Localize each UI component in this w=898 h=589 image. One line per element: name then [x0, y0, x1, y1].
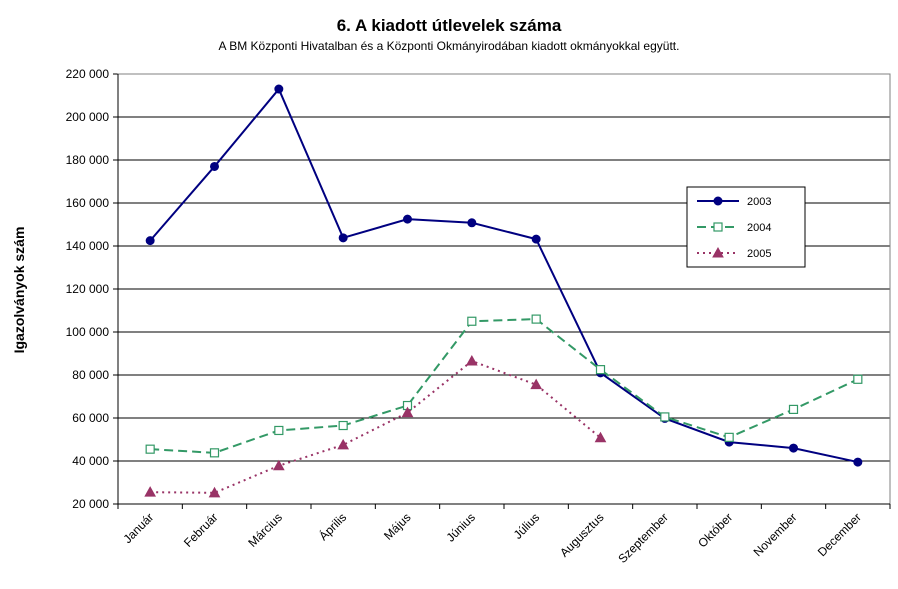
legend-label-2003: 2003 — [747, 196, 771, 208]
data-point-2003 — [274, 84, 284, 94]
x-tick-label: Július — [511, 510, 543, 542]
series-line-2004 — [150, 318, 859, 454]
y-tick-label: 140 000 — [66, 239, 110, 253]
data-point-2005 — [401, 406, 414, 418]
data-point-2003 — [210, 161, 219, 171]
data-point-2005 — [465, 354, 478, 366]
y-tick-label: 20 000 — [72, 497, 109, 511]
chart-title: 6. A kiadott útlevelek száma — [336, 16, 562, 35]
y-axis-label: Igazolványok szám — [11, 227, 27, 354]
data-point-2004 — [724, 432, 734, 442]
series-2004 — [145, 314, 863, 458]
data-point-2004 — [209, 448, 220, 458]
data-point-2005 — [272, 459, 285, 471]
legend-marker-2005 — [712, 246, 724, 258]
x-tick-label: Március — [245, 510, 285, 550]
data-point-2004 — [853, 374, 863, 384]
x-tick-label: Február — [181, 510, 221, 550]
legend-label-2005: 2005 — [747, 248, 771, 260]
data-point-2005 — [594, 431, 607, 443]
y-tick-label: 40 000 — [72, 454, 109, 468]
legend-marker-2003 — [713, 196, 723, 206]
chart-subtitle: A BM Központi Hivatalban és a Központi O… — [218, 39, 680, 53]
data-point-2004 — [467, 316, 477, 326]
x-tick-labels: Január Február Március Április Május Június Jú… — [120, 510, 864, 566]
x-tick-label: Június — [444, 510, 478, 544]
y-tick-label: 220 000 — [66, 67, 110, 81]
y-tick-label: 160 000 — [66, 196, 110, 210]
x-tick-label: Január — [120, 510, 156, 546]
data-point-2004 — [531, 314, 541, 324]
x-tick-label: Október — [695, 510, 735, 550]
data-point-2005 — [530, 378, 543, 390]
x-tick-label: November — [751, 510, 800, 559]
series-2003 — [145, 84, 863, 467]
x-tick-label: Május — [381, 510, 414, 543]
x-tick-label: December — [815, 510, 864, 559]
data-point-2004 — [145, 444, 155, 454]
y-tick-label: 180 000 — [66, 153, 110, 167]
data-point-2003 — [789, 443, 798, 453]
y-tick-label: 60 000 — [72, 411, 109, 425]
data-point-2004 — [338, 420, 348, 431]
data-point-2004 — [660, 412, 670, 422]
data-point-2004 — [274, 425, 284, 436]
y-tick-labels: 20 000 40 000 60 000 80 000 100 000 120 000 14… — [66, 67, 110, 511]
series-line-2005 — [150, 359, 602, 494]
data-point-2003 — [467, 218, 477, 228]
data-point-2004 — [788, 404, 799, 414]
legend-marker-2004 — [713, 222, 723, 232]
data-point-2004 — [595, 365, 606, 375]
y-tick-label: 120 000 — [66, 282, 110, 296]
series-2005 — [144, 354, 607, 498]
legend-label-2004: 2004 — [747, 222, 771, 234]
y-tick-label: 80 000 — [72, 368, 109, 382]
data-point-2003 — [145, 236, 155, 246]
data-point-2003 — [531, 234, 541, 244]
data-point-2003 — [853, 457, 863, 467]
axes — [113, 73, 891, 509]
series-group — [144, 84, 863, 498]
y-tick-label: 100 000 — [66, 325, 110, 339]
legend: 2003 2004 2005 — [686, 186, 806, 268]
series-line-2003 — [149, 87, 859, 464]
data-point-2003 — [403, 214, 412, 224]
y-tick-label: 200 000 — [66, 110, 110, 124]
data-point-2003 — [338, 233, 348, 243]
data-point-2005 — [337, 438, 350, 450]
data-point-2005 — [208, 486, 221, 498]
x-tick-label: Szeptember — [615, 510, 671, 566]
x-tick-label: Április — [316, 510, 350, 544]
x-tick-label: Augusztus — [557, 510, 607, 560]
data-point-2005 — [144, 486, 157, 497]
